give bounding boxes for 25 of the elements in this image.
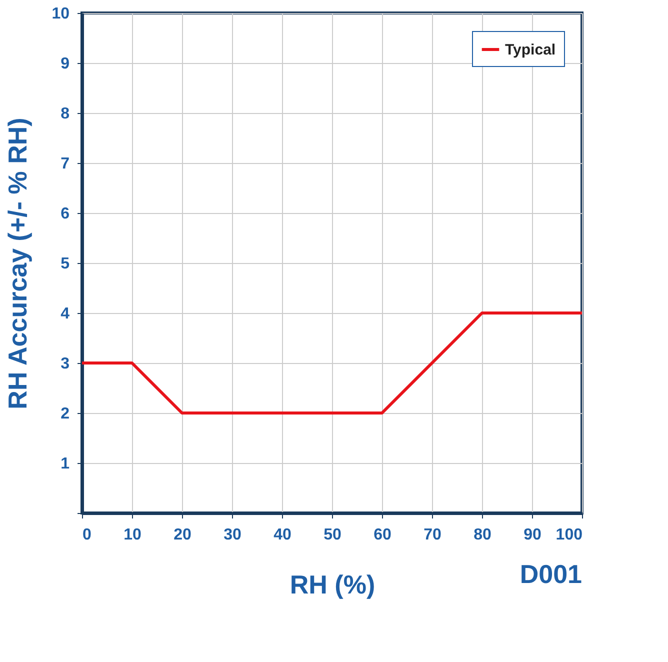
- text: D001: [520, 559, 582, 589]
- x-tick-label: 60: [374, 526, 392, 544]
- y-tick-label: 1: [60, 456, 70, 472]
- x-tick-label: 50: [324, 526, 342, 544]
- x-tick-label: 100: [556, 526, 583, 544]
- y-axis-title: RH Accurcay (+/- % RH): [2, 118, 33, 410]
- y-tick-label: 4: [60, 306, 70, 322]
- y-tick-label: 2: [60, 406, 70, 422]
- x-tick-label: 40: [274, 526, 292, 544]
- y-tick-label: 8: [60, 106, 70, 122]
- x-tick-label: 80: [474, 526, 492, 544]
- x-tick-label: 30: [224, 526, 242, 544]
- y-tick-label: 3: [60, 356, 70, 372]
- y-tick-label: 5: [60, 256, 70, 272]
- legend-label: Typical: [505, 42, 556, 58]
- x-tick-label: 90: [524, 526, 542, 544]
- y-tick-label: 6: [60, 206, 70, 222]
- x-tick-label: 10: [124, 526, 142, 544]
- x-axis-title: RH (%): [290, 570, 376, 600]
- y-tick-label: 9: [60, 56, 70, 72]
- x-tick-label: 0: [82, 526, 92, 544]
- x-tick-label: 70: [424, 526, 442, 544]
- y-tick-label: 7: [60, 156, 70, 172]
- x-tick-label: 20: [174, 526, 192, 544]
- y-tick-label: 10: [52, 6, 70, 22]
